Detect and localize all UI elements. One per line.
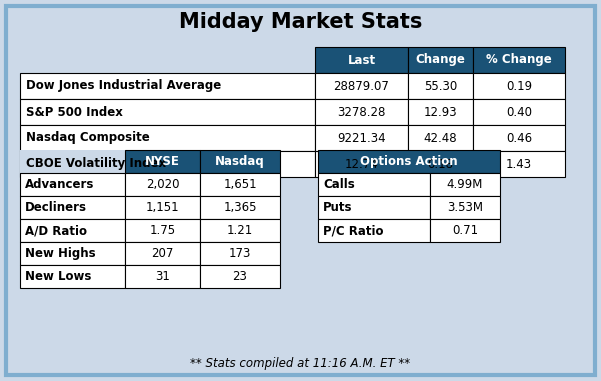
- Text: 0.18: 0.18: [427, 157, 454, 171]
- Bar: [20, 265, 125, 288]
- Text: 1,651: 1,651: [223, 178, 257, 191]
- Text: Calls: Calls: [323, 178, 355, 191]
- Bar: [408, 73, 473, 99]
- Bar: [315, 125, 408, 151]
- Text: 4.99M: 4.99M: [447, 178, 483, 191]
- Text: 2,020: 2,020: [146, 178, 179, 191]
- Bar: [315, 47, 408, 73]
- Text: 31: 31: [155, 270, 170, 283]
- Bar: [200, 196, 280, 219]
- Text: Change: Change: [415, 53, 465, 67]
- Text: P/C Ratio: P/C Ratio: [323, 224, 383, 237]
- Text: 207: 207: [151, 247, 174, 260]
- Bar: [20, 125, 315, 151]
- Bar: [315, 99, 408, 125]
- Bar: [473, 125, 565, 151]
- Bar: [20, 219, 125, 242]
- Bar: [473, 99, 565, 125]
- Text: 1,365: 1,365: [223, 201, 257, 214]
- Bar: [20, 99, 315, 125]
- Text: Dow Jones Industrial Average: Dow Jones Industrial Average: [26, 80, 221, 93]
- Bar: [318, 219, 430, 242]
- Bar: [408, 99, 473, 125]
- Bar: [473, 73, 565, 99]
- Bar: [430, 219, 500, 242]
- Text: Options Action: Options Action: [360, 155, 458, 168]
- Bar: [20, 150, 125, 173]
- Bar: [473, 151, 565, 177]
- Bar: [408, 125, 473, 151]
- Text: 1,151: 1,151: [145, 201, 179, 214]
- Bar: [200, 219, 280, 242]
- Text: CBOE Volatility Index: CBOE Volatility Index: [26, 157, 166, 171]
- Text: % Change: % Change: [486, 53, 552, 67]
- Bar: [125, 265, 200, 288]
- Text: Decliners: Decliners: [25, 201, 87, 214]
- Text: 0.19: 0.19: [506, 80, 532, 93]
- Text: 173: 173: [229, 247, 251, 260]
- Bar: [473, 47, 565, 73]
- Text: Advancers: Advancers: [25, 178, 94, 191]
- Text: Puts: Puts: [323, 201, 353, 214]
- Text: 0.71: 0.71: [452, 224, 478, 237]
- Text: 1.21: 1.21: [227, 224, 253, 237]
- Bar: [200, 150, 280, 173]
- Text: 23: 23: [233, 270, 248, 283]
- Bar: [20, 196, 125, 219]
- Text: 3278.28: 3278.28: [337, 106, 386, 118]
- Bar: [125, 173, 200, 196]
- Text: 55.30: 55.30: [424, 80, 457, 93]
- Bar: [430, 173, 500, 196]
- Text: A/D Ratio: A/D Ratio: [25, 224, 87, 237]
- Bar: [20, 173, 125, 196]
- Text: 0.40: 0.40: [506, 106, 532, 118]
- Text: Nasdaq Composite: Nasdaq Composite: [26, 131, 150, 144]
- Bar: [408, 47, 473, 73]
- Bar: [200, 265, 280, 288]
- Text: Last: Last: [347, 53, 376, 67]
- Text: Nasdaq: Nasdaq: [215, 155, 265, 168]
- Text: 1.43: 1.43: [506, 157, 532, 171]
- Bar: [318, 150, 500, 173]
- Text: 1.75: 1.75: [150, 224, 175, 237]
- Bar: [318, 173, 430, 196]
- Bar: [315, 151, 408, 177]
- Bar: [125, 242, 200, 265]
- Bar: [125, 219, 200, 242]
- Bar: [20, 242, 125, 265]
- Text: NYSE: NYSE: [145, 155, 180, 168]
- Text: 12.74: 12.74: [344, 157, 379, 171]
- Bar: [408, 151, 473, 177]
- Text: 42.48: 42.48: [424, 131, 457, 144]
- Bar: [200, 173, 280, 196]
- Bar: [125, 196, 200, 219]
- Text: 9221.34: 9221.34: [337, 131, 386, 144]
- Bar: [20, 151, 315, 177]
- Text: 12.93: 12.93: [424, 106, 457, 118]
- Text: 0.46: 0.46: [506, 131, 532, 144]
- Text: 3.53M: 3.53M: [447, 201, 483, 214]
- Text: New Lows: New Lows: [25, 270, 91, 283]
- Bar: [125, 150, 200, 173]
- Bar: [20, 73, 315, 99]
- Text: New Highs: New Highs: [25, 247, 96, 260]
- Text: ** Stats compiled at 11:16 A.M. ET **: ** Stats compiled at 11:16 A.M. ET **: [191, 357, 410, 370]
- Text: 28879.07: 28879.07: [334, 80, 389, 93]
- Bar: [200, 242, 280, 265]
- Text: Midday Market Stats: Midday Market Stats: [179, 12, 422, 32]
- Bar: [315, 73, 408, 99]
- Bar: [318, 196, 430, 219]
- Text: S&P 500 Index: S&P 500 Index: [26, 106, 123, 118]
- Bar: [430, 196, 500, 219]
